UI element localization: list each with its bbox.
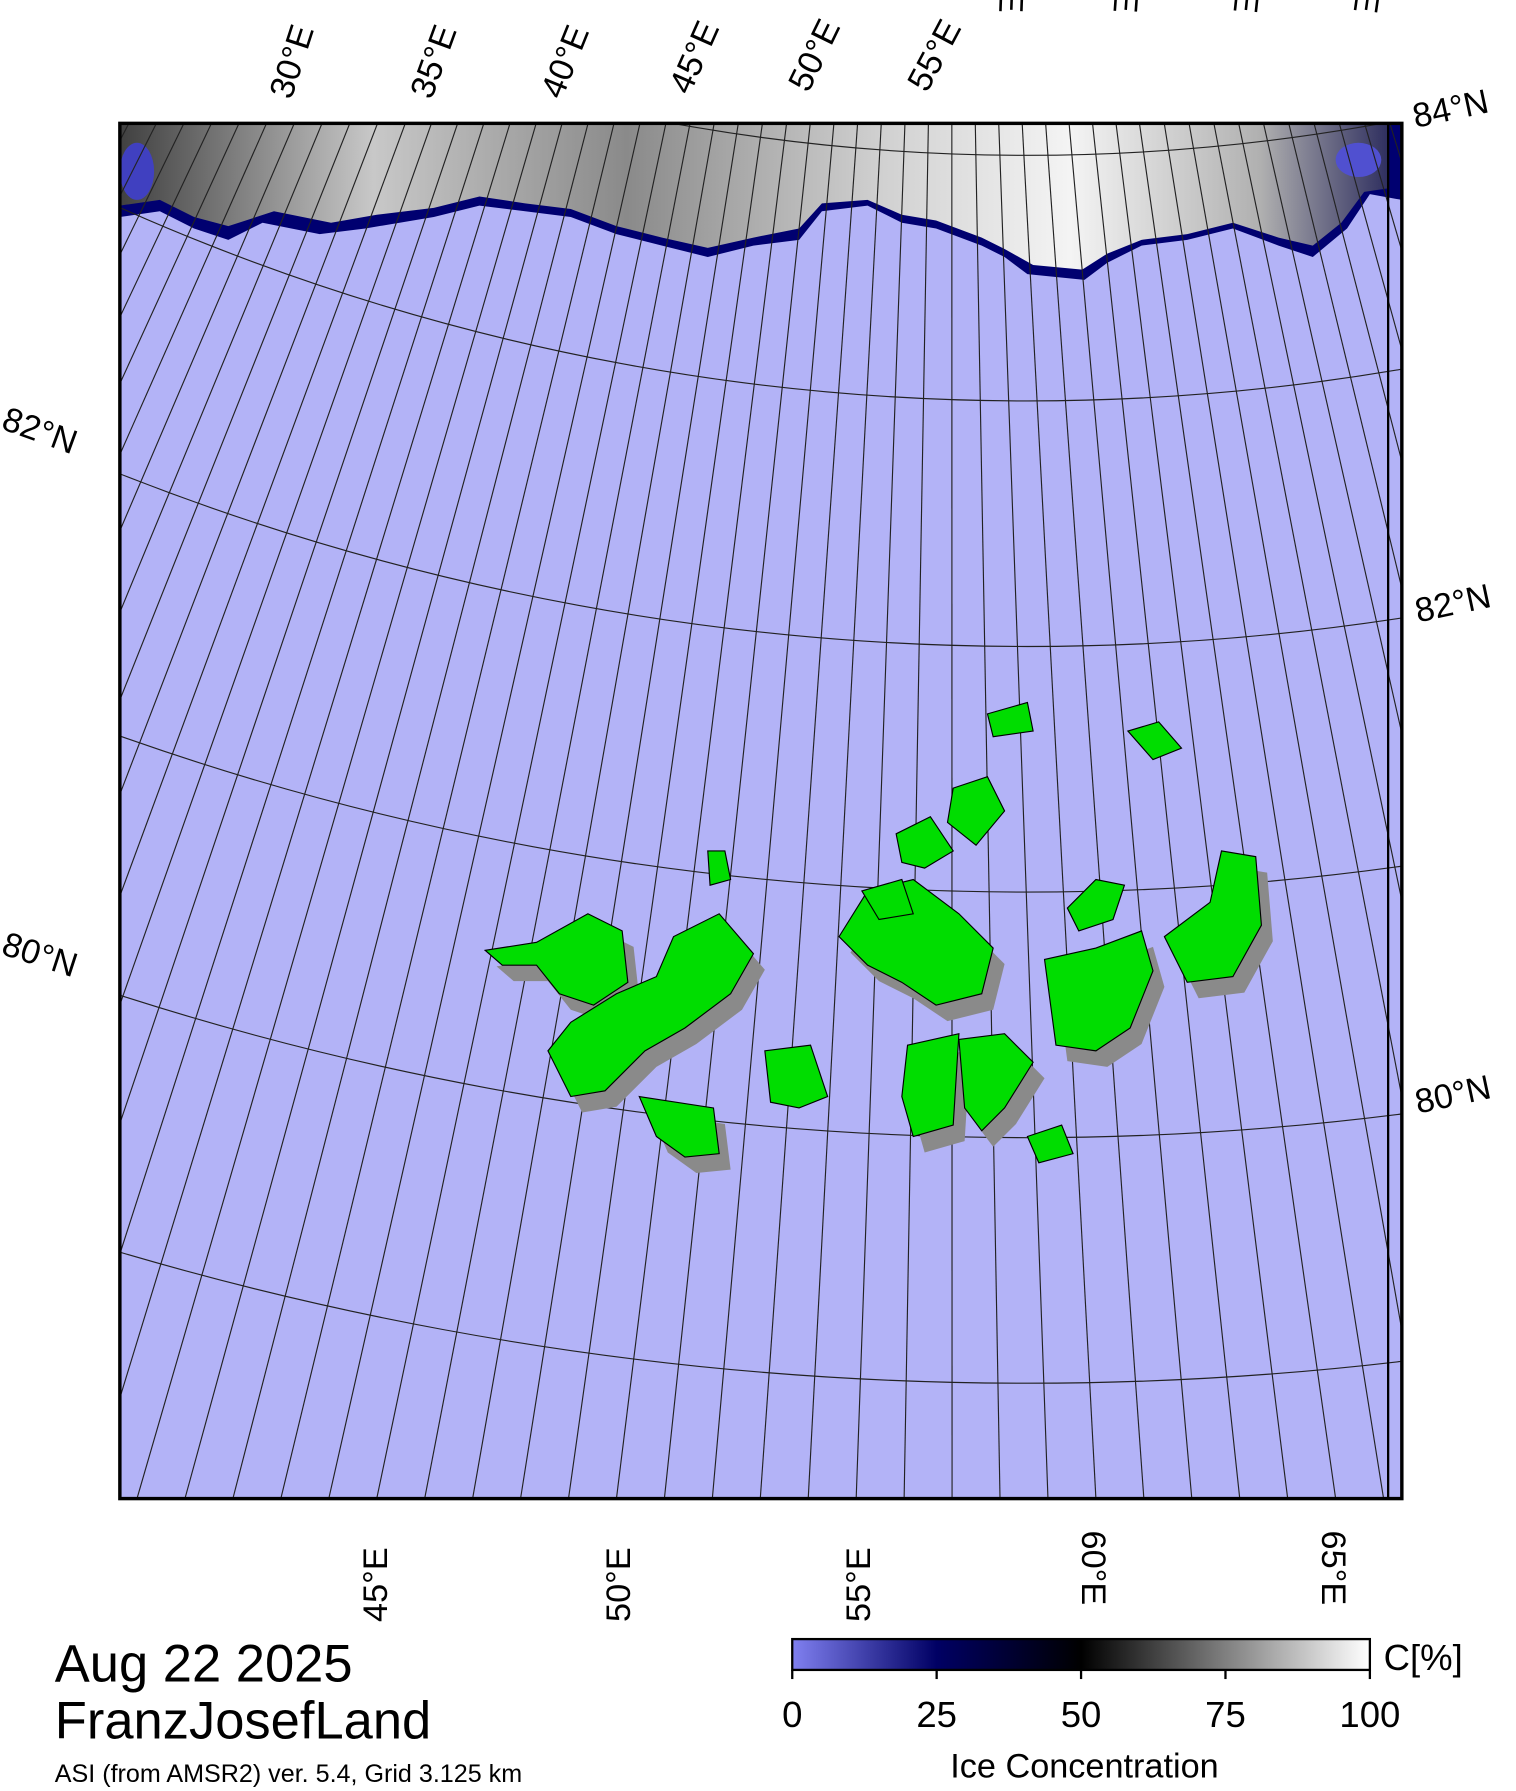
meridian [0,114,106,1498]
top-longitude-label: 40°E [534,20,597,103]
meridian [1188,123,1402,1334]
meridian [119,123,268,456]
meridian [615,123,788,1499]
date: Aug 22 2025 [55,1634,353,1693]
meridian [376,123,667,1499]
meridian [1213,123,1402,1100]
meridian [0,114,79,1498]
meridian [472,123,715,1499]
meridian [0,114,24,1498]
colorbar-unit: C[%] [1384,1637,1463,1678]
top-longitude-label: 75°E [1346,0,1394,16]
bottom-longitude-label: 55°E [840,1547,878,1622]
meridian [119,123,323,614]
meridian [136,123,537,1499]
sea-ice [119,123,1402,280]
top-longitude-label: 30°E [263,20,322,103]
meridian [663,123,811,1499]
meridian [1412,114,1516,1498]
meridian [119,123,240,385]
meridian [1115,123,1289,1499]
meridian [424,123,691,1499]
left-latitude-label: 82°N [0,400,82,462]
meridian [119,123,485,1256]
meridian [1313,123,1402,464]
meridian [567,123,763,1499]
colorbar-title: Ice Concentration [950,1747,1218,1785]
meridian [807,123,882,1499]
meridian [1138,123,1337,1499]
sea [119,123,1402,1499]
top-longitude-label: 55°E [900,14,969,98]
meridian [119,123,511,1400]
colorbar [791,1637,1372,1672]
top-longitude-label: 60°E [991,0,1032,14]
meridian [232,123,589,1499]
meridian [1288,123,1402,591]
meridian [119,123,379,796]
colorbar-tick-label: 100 [1339,1694,1400,1735]
bottom-longitude-label: 45°E [357,1547,395,1622]
meridian [119,123,459,1126]
right-latitude-label: 80°N [1412,1068,1495,1121]
bottom-longitude-label: 60°E [1074,1531,1112,1606]
colorbar-ticks: 0 25 50 75 100 [782,1669,1400,1735]
meridian [998,123,1049,1499]
meridian [1163,123,1385,1499]
map-frame [118,121,1404,1501]
colorbar-tick-label: 50 [1061,1694,1102,1735]
meridian [1068,123,1193,1499]
meridian [1389,123,1402,165]
colorbar-tick-label: 0 [782,1694,802,1735]
left-latitude-label: 80°N [0,925,82,985]
meridian [1045,123,1145,1499]
region: FranzJosefLand [55,1691,431,1750]
meridian [280,123,615,1499]
meridian [759,123,859,1499]
bottom-longitude-label: 65°E [1314,1531,1352,1606]
meridian [328,123,641,1499]
top-longitude-label: 35°E [403,20,464,103]
meridian [1021,123,1097,1499]
meridian [184,123,563,1499]
meridian [519,123,739,1499]
colorbar-tick-label: 25 [916,1694,957,1735]
right-latitude-label: 84°N [1409,83,1492,136]
meridian [0,114,51,1498]
meridian [1262,123,1402,736]
meridian [711,123,835,1499]
bottom-longitude-label: 50°E [600,1547,638,1622]
meridian [1238,123,1402,904]
meridian [855,123,906,1499]
source: ASI (from AMSR2) ver. 5.4, Grid 3.125 km [55,1760,522,1788]
meridian [119,123,351,702]
meridian [1091,123,1241,1499]
islands [483,701,1273,1174]
meridian [119,123,406,898]
top-longitude-label: 70°E [1226,0,1272,15]
top-longitude-label: 50°E [781,13,848,97]
top-longitude-label: 45°E [662,16,727,100]
right-latitude-label: 82°N [1412,577,1495,630]
meridian [119,123,130,142]
meridian [119,123,433,1007]
meridian [903,123,929,1499]
top-longitude-label: 65°E [1105,0,1148,14]
colorbar-tick-label: 75 [1205,1694,1246,1735]
meridian [119,123,295,533]
graticule [0,114,1516,1499]
